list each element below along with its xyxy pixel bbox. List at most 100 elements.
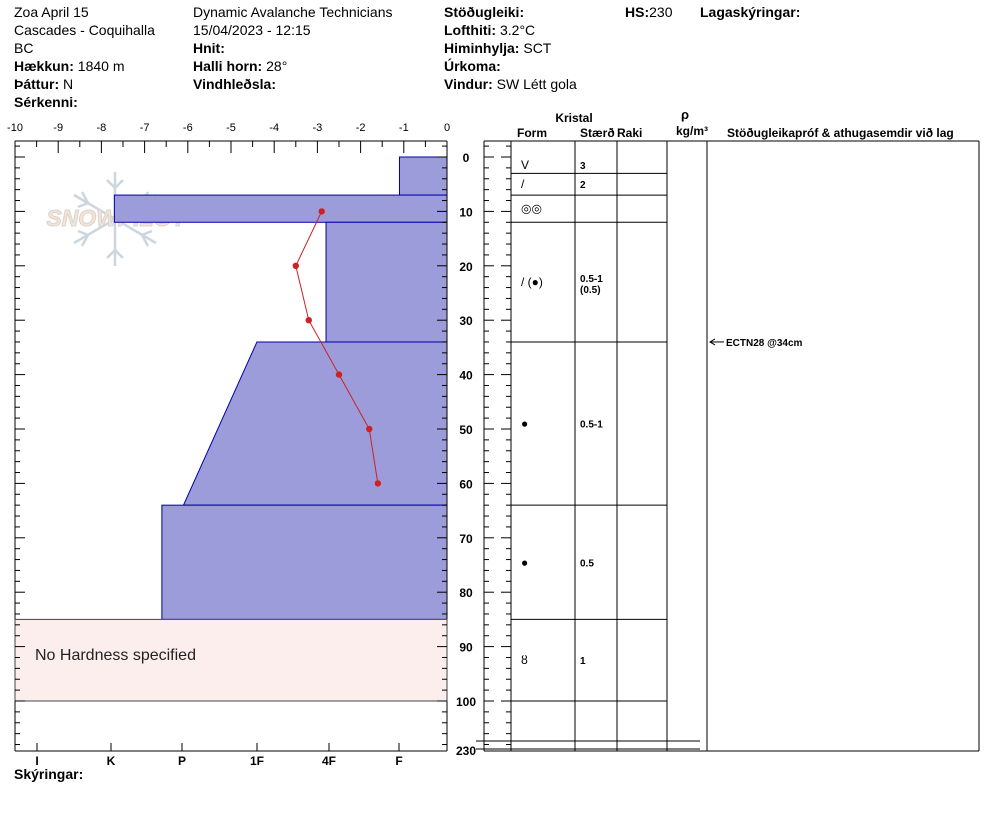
site-name: Zoa April 15 <box>14 4 89 20</box>
crystal-form-symbol: / <box>521 177 525 191</box>
hs-value: 230 <box>649 4 673 20</box>
stability-label: Stöðugleiki: <box>444 4 525 20</box>
density-unit-header: kg/m³ <box>676 124 708 138</box>
depth-tick-label: 50 <box>459 423 473 437</box>
left-plot <box>14 141 448 751</box>
hardness-bar <box>182 341 448 506</box>
hardness-tick-label: F <box>395 754 402 768</box>
temp-tick-label: -9 <box>53 122 63 134</box>
temperature-axis: -10 -9 -8 -7 -6 -5 -4 -3 -2 -1 0 <box>7 122 450 153</box>
temp-tick-label: -3 <box>313 122 323 134</box>
hardness-tick-label: P <box>178 754 186 768</box>
table-grid <box>476 140 980 752</box>
depth-tick-label: 40 <box>459 369 473 383</box>
stability-test-label: ECTN28 @34cm <box>726 338 803 349</box>
depth-tick-label: 10 <box>459 205 473 219</box>
slope-label: Halli horn: <box>193 58 263 74</box>
crystal-form-symbol: ◎◎ <box>521 202 542 216</box>
temperature-line <box>295 211 379 484</box>
elevation-row: Hækkun: 1840 m <box>14 57 125 75</box>
temperature-point <box>366 425 373 433</box>
temp-tick-label: -5 <box>226 122 236 134</box>
crystal-form-symbol: ● <box>521 417 528 431</box>
temperature-point <box>374 480 382 487</box>
aspect-row: Þáttur: N <box>14 75 73 93</box>
depth-tick-label: 90 <box>459 641 473 655</box>
hs-row: HS:230 <box>625 3 672 21</box>
layer-table: Kristal Form Stærð Raki ρ kg/m³ Stöðugle… <box>476 107 980 752</box>
elevation-value: 1840 m <box>77 58 125 74</box>
airtemp-label: Lofthiti: <box>444 22 497 38</box>
wind-value: SW Létt gola <box>496 76 577 92</box>
hardness-bar <box>161 504 448 620</box>
features-label: Sérkenni: <box>14 94 78 110</box>
moisture-header: Raki <box>617 126 642 140</box>
layer-notes-label: Lagaskýringar: <box>700 4 801 20</box>
sky-row: Himinhylja: SCT <box>444 39 551 57</box>
slope-row: Halli horn: 28° <box>193 57 287 75</box>
temp-tick-label: -1 <box>399 122 409 134</box>
hardness-tick-label: 4F <box>322 754 336 768</box>
depth-tick-label: 60 <box>459 477 473 491</box>
location-label: Hnit: <box>193 40 225 56</box>
temperature-point <box>318 208 325 215</box>
crystal-size: 0.5-1 <box>580 274 603 285</box>
region: Cascades - Coquihalla <box>14 22 155 38</box>
hardness-bar <box>398 156 448 196</box>
hardness-axis: I K P 1F 4F F <box>15 743 447 768</box>
windload-label: Vindhleðsla: <box>193 76 276 92</box>
sky-value: SCT <box>523 40 552 56</box>
crystal-size: 1 <box>580 656 586 667</box>
temp-tick-label: -8 <box>97 122 107 134</box>
temp-tick-label: -4 <box>269 122 279 134</box>
slope-value: 28° <box>266 58 288 74</box>
crystal-form-symbol: V <box>521 158 529 172</box>
table-rows: V 3/2◎◎/ (●) 0.5-1(0.5)● 0.5-1● 0.5ȣ 1ECTN28 … <box>521 158 803 667</box>
sky-label: Himinhylja: <box>444 40 520 56</box>
no-hardness-zone <box>14 618 448 702</box>
crystal-size: 2 <box>580 180 586 191</box>
depth-tick-label: 80 <box>459 586 473 600</box>
depth-axis: 0 10 20 30 40 50 60 70 80 90 100 230 <box>15 145 476 758</box>
depth-tick-label: 100 <box>456 695 476 709</box>
notes-label: Skýringar: <box>14 766 84 782</box>
hardness-bar <box>113 194 448 223</box>
hardness-tick-label: 1F <box>250 754 264 768</box>
rho-header: ρ <box>681 107 689 122</box>
airtemp-value: 3.2°C <box>499 22 536 38</box>
hardness-tick-label: I <box>35 754 38 768</box>
crystal-size-secondary: (0.5) <box>580 285 601 296</box>
crystal-header: Kristal <box>555 111 592 125</box>
temperature-point <box>335 371 343 378</box>
aspect-label: Þáttur: <box>14 76 60 92</box>
temp-tick-label: -10 <box>7 122 23 134</box>
size-header: Stærð <box>580 126 615 140</box>
temp-tick-label: -6 <box>183 122 193 134</box>
crystal-size: 0.5 <box>580 558 594 569</box>
crystal-size: 0.5-1 <box>580 420 603 431</box>
crystal-form-symbol: ȣ <box>521 653 528 667</box>
hardness-bar <box>325 221 448 343</box>
no-hardness-text: No Hardness specified <box>35 647 196 664</box>
hardness-tick-label: K <box>107 754 116 768</box>
wind-label: Vindur: <box>444 76 493 92</box>
hs-label: HS: <box>625 4 650 20</box>
crystal-size: 3 <box>580 161 586 172</box>
temperature-point <box>305 317 312 324</box>
province: BC <box>14 40 34 56</box>
depth-tick-label: 30 <box>459 314 473 328</box>
temp-tick-label: -7 <box>140 122 150 134</box>
temp-tick-label: 0 <box>444 122 450 134</box>
temperature-point <box>292 262 299 269</box>
form-header: Form <box>517 126 547 140</box>
crystal-form-symbol: / (●) <box>521 275 543 289</box>
elevation-label: Hækkun: <box>14 58 74 74</box>
depth-tick-label: 20 <box>459 260 473 274</box>
tests-header: Stöðugleikapróf & athugasemdir við lag <box>727 126 954 140</box>
airtemp-row: Lofthiti: 3.2°C <box>444 21 535 39</box>
datetime: 15/04/2023 - 12:15 <box>193 22 311 38</box>
depth-tick-label: 0 <box>463 151 470 165</box>
temp-tick-label: -2 <box>356 122 366 134</box>
organization: Dynamic Avalanche Technicians <box>193 4 393 20</box>
